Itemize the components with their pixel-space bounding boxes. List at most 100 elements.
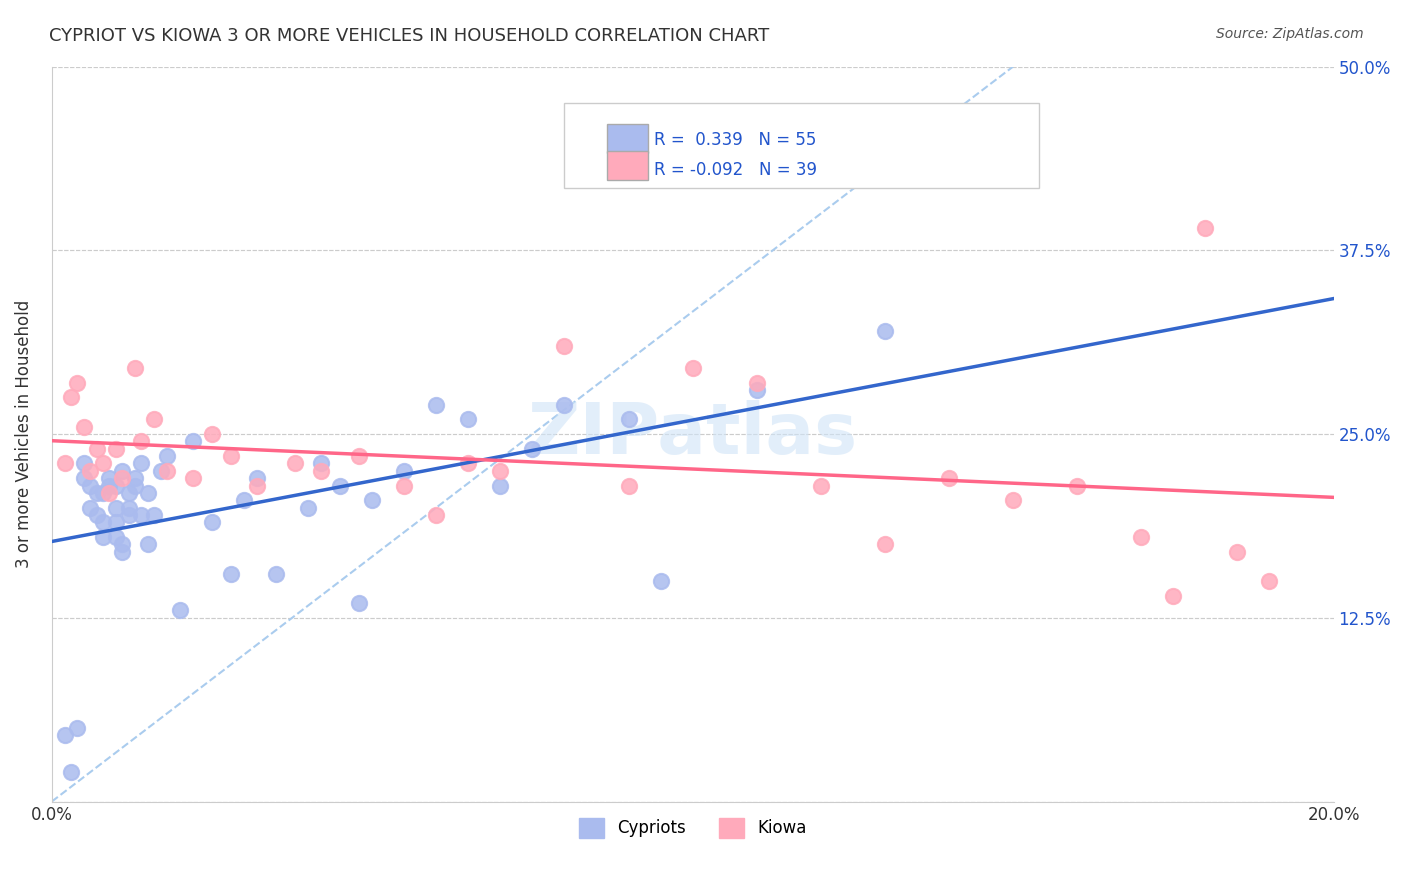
Text: R = -0.092   N = 39: R = -0.092 N = 39 [654, 161, 817, 178]
Point [73, 419, 96, 434]
Point [124, 478, 146, 492]
Point [489, 464, 512, 478]
Point [201, 516, 224, 530]
Point [118, 508, 141, 522]
Y-axis label: 3 or more Vehicles in Household: 3 or more Vehicles in Household [15, 300, 32, 568]
FancyBboxPatch shape [607, 124, 648, 153]
Point [143, 508, 166, 522]
Point [745, 376, 768, 390]
Point [143, 412, 166, 426]
Point [104, 478, 127, 492]
Point [53, 728, 76, 742]
Text: ZIPatlas: ZIPatlas [527, 400, 858, 468]
Point [745, 383, 768, 397]
Point [98, 471, 121, 485]
Point [111, 537, 134, 551]
Point [553, 339, 575, 353]
Point [349, 449, 371, 463]
Point [91, 457, 114, 471]
FancyBboxPatch shape [564, 103, 1039, 188]
Point [91, 516, 114, 530]
Point [219, 449, 242, 463]
Point [98, 486, 121, 500]
Point [136, 486, 159, 500]
Point [489, 478, 512, 492]
Point [156, 464, 179, 478]
Point [297, 500, 319, 515]
Point [79, 478, 101, 492]
Point [650, 574, 672, 588]
Point [1226, 544, 1249, 558]
Point [425, 398, 447, 412]
Point [131, 457, 153, 471]
Point [553, 398, 575, 412]
Point [617, 478, 640, 492]
Point [98, 478, 121, 492]
Point [425, 508, 447, 522]
Point [53, 457, 76, 471]
Text: CYPRIOT VS KIOWA 3 OR MORE VEHICLES IN HOUSEHOLD CORRELATION CHART: CYPRIOT VS KIOWA 3 OR MORE VEHICLES IN H… [49, 27, 769, 45]
Point [246, 478, 269, 492]
Point [1066, 478, 1088, 492]
Point [233, 493, 256, 508]
Point [394, 464, 416, 478]
Point [522, 442, 544, 456]
Point [86, 442, 108, 456]
Point [91, 530, 114, 544]
FancyBboxPatch shape [607, 151, 648, 180]
Point [118, 486, 141, 500]
Point [169, 603, 191, 617]
Point [264, 566, 287, 581]
Point [938, 471, 960, 485]
Point [329, 478, 352, 492]
Point [1002, 493, 1025, 508]
Point [810, 478, 832, 492]
Point [457, 412, 479, 426]
Point [457, 457, 479, 471]
Point [111, 544, 134, 558]
Point [104, 500, 127, 515]
Point [1194, 221, 1216, 235]
Point [104, 442, 127, 456]
Point [1258, 574, 1281, 588]
Point [201, 427, 224, 442]
Point [131, 508, 153, 522]
Point [59, 765, 82, 780]
Point [111, 464, 134, 478]
Point [156, 449, 179, 463]
Point [131, 434, 153, 449]
Point [59, 390, 82, 404]
Point [361, 493, 384, 508]
Point [66, 376, 89, 390]
Point [181, 471, 204, 485]
Point [246, 471, 269, 485]
Legend: Cypriots, Kiowa: Cypriots, Kiowa [572, 811, 813, 845]
Point [124, 360, 146, 375]
Point [73, 457, 96, 471]
Text: R =  0.339   N = 55: R = 0.339 N = 55 [654, 131, 817, 149]
Point [104, 516, 127, 530]
Point [309, 457, 332, 471]
Point [873, 537, 896, 551]
Point [873, 324, 896, 338]
Point [124, 471, 146, 485]
Point [79, 500, 101, 515]
Point [284, 457, 307, 471]
Point [91, 486, 114, 500]
Point [79, 464, 101, 478]
Point [309, 464, 332, 478]
Point [682, 360, 704, 375]
Point [617, 412, 640, 426]
Point [111, 471, 134, 485]
Point [73, 471, 96, 485]
Point [394, 478, 416, 492]
Point [219, 566, 242, 581]
Point [181, 434, 204, 449]
Point [1161, 589, 1184, 603]
Point [118, 500, 141, 515]
Point [86, 508, 108, 522]
Point [1130, 530, 1153, 544]
Point [149, 464, 172, 478]
Point [349, 596, 371, 610]
Text: Source: ZipAtlas.com: Source: ZipAtlas.com [1216, 27, 1364, 41]
